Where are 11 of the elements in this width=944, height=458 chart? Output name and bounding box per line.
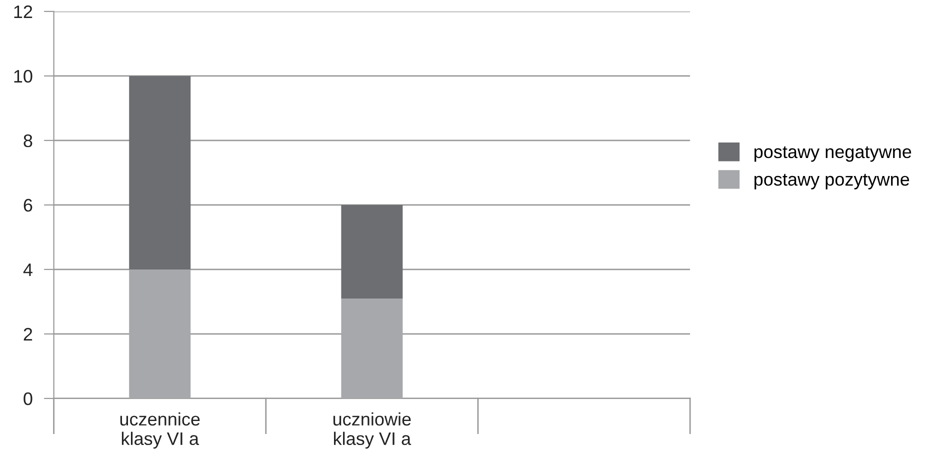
y-tick-label: 2 (24, 328, 32, 340)
legend-label: postawy negatywne (754, 146, 912, 162)
y-tick-label: 6 (24, 198, 32, 212)
x-tick-label: uczennice klasy VI a (120, 412, 200, 449)
y-tick-label: 4 (23, 264, 32, 276)
y-tick-label: 12 (14, 5, 32, 18)
y-tick-label: 8 (24, 134, 32, 148)
legend-label: postawy pozytywne (754, 174, 910, 190)
y-tick-label: 0 (24, 392, 32, 406)
y-tick-label: 10 (14, 70, 32, 83)
x-tick-label: uczniowie klasy VI a (333, 412, 412, 449)
